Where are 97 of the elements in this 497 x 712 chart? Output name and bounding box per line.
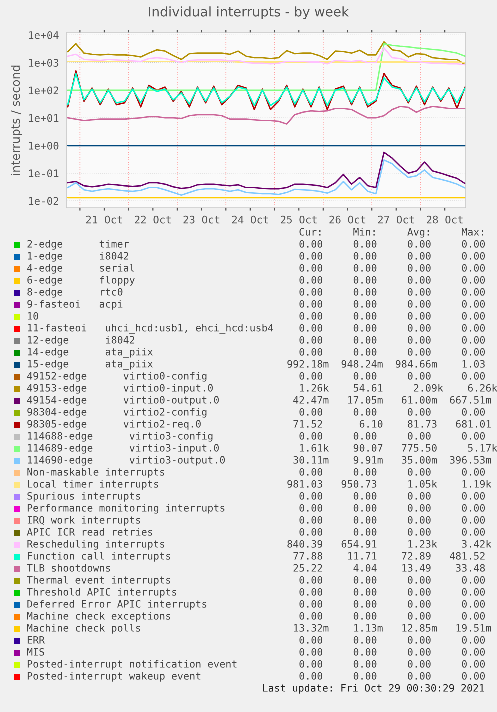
text: 0.00 0.00 0.00 0.00: [300, 516, 486, 524]
legend-label: 1-edge i8042: [28, 252, 128, 262]
text: 77.88 11.71 72.89 481.52: [294, 552, 485, 560]
legend-label: 11-fasteoi uhci_hcd:usb1, ehci_hcd:usb4: [28, 324, 274, 334]
x-tick-label: 21 Oct: [86, 216, 122, 224]
text: Cur: Min: Avg: Max:: [300, 228, 484, 238]
text: 0.00 0.00 0.00 0.00: [300, 348, 486, 356]
text: 0.00 0.00 0.00 0.00: [300, 648, 486, 656]
text: 0.00 0.00 0.00 0.00: [300, 288, 486, 296]
legend-label: Machine check polls: [27, 624, 140, 634]
legend-label: APIC ICR read retries: [27, 528, 152, 536]
legend-label: TLB shootdowns: [27, 564, 110, 572]
legend-label: 4-edge serial: [28, 264, 134, 274]
legend-label: Function call interrupts: [28, 552, 170, 562]
text: 0.00 0.00 0.00 0.00: [300, 408, 486, 416]
text: 42.47m 17.05m 61.00m 667.51m: [294, 396, 492, 404]
text: 13.32m 1.13m 12.85m 19.51m: [294, 624, 492, 632]
text: 0.00 0.00 0.00 0.00: [300, 300, 486, 308]
text: 71.52 6.10 81.73 681.01: [294, 420, 492, 428]
text: 0.00 0.00 0.00 0.00: [300, 528, 486, 536]
text: 0.00 0.00 0.00 0.00: [300, 372, 486, 380]
legend-label: Spurious interrupts: [28, 492, 140, 502]
y-tick-label: 1e+02: [29, 86, 58, 95]
legend-label: ERR: [28, 636, 46, 644]
legend-label: 8-edge rtc0: [28, 288, 123, 298]
y-tick-label: 1e-02: [29, 197, 58, 206]
chart-title: Individual interrupts - by week: [149, 6, 350, 20]
y-tick-label: 1e+00: [29, 142, 59, 150]
text: 0.00 0.00 0.00 0.00: [300, 660, 486, 668]
y-tick-label: 1e+04: [29, 31, 59, 40]
line-series: [67, 152, 466, 190]
text: 0.00 0.00 0.00 0.00: [300, 252, 486, 260]
text: 0.00 0.00 0.00 0.00: [300, 336, 486, 344]
text: 0.00 0.00 0.00 0.00: [300, 468, 486, 476]
text: 0.00 0.00 0.00 0.00: [300, 612, 486, 620]
text: 0.00 0.00 0.00 0.00: [300, 576, 486, 584]
legend-label: 12-edge i8042: [28, 336, 135, 346]
line-series: [67, 43, 466, 92]
legend-label: 9-fasteoi acpi: [28, 300, 123, 310]
line-series: [67, 41, 466, 66]
legend-label: 15-edge ata_piix: [28, 360, 154, 370]
legend-label: 14-edge ata_piix: [28, 348, 154, 358]
text: 0.00 0.00 0.00 0.00: [300, 276, 486, 284]
text: 0.00 0.00 0.00 0.00: [300, 504, 486, 512]
x-tick-label: 27 Oct: [378, 216, 414, 224]
line-series: [67, 160, 466, 196]
legend-label: 98305-edge virtio2-req.0: [28, 420, 201, 430]
text: 0.00 0.00 0.00 0.00: [300, 600, 486, 608]
y-tick-label: 1e+03: [29, 59, 59, 67]
legend-label: 114689-edge virtio3-input.0: [28, 444, 220, 454]
text: 0.00 0.00 0.00 0.00: [300, 264, 486, 272]
legend-label: Rescheduling interrupts: [28, 540, 164, 550]
legend-label: IRQ work interrupts: [28, 516, 140, 526]
legend-label: 114688-edge virtio3-config: [28, 432, 213, 442]
x-tick-label: 24 Oct: [232, 216, 268, 224]
legend-label: Local timer interrupts: [28, 480, 158, 490]
line-series: [67, 47, 466, 66]
text: 840.39 654.91 1.23k 3.42k: [288, 540, 492, 548]
text: 0.00 0.00 0.00 0.00: [300, 672, 486, 680]
y-axis-title: interrupts / second: [11, 66, 22, 176]
y-tick-label: 1e-01: [29, 170, 59, 178]
legend-label: 10: [28, 312, 38, 320]
text: 0.00 0.00 0.00 0.00: [300, 492, 486, 500]
legend-label: MIS: [27, 648, 44, 656]
legend-label: 98304-edge virtio2-config: [28, 408, 207, 418]
legend-label: Deferred Error APIC interrupts: [28, 600, 207, 610]
legend-label: Posted-interrupt notification event: [28, 660, 237, 670]
text: 0.00 0.00 0.00 0.00: [300, 324, 486, 332]
line-series: [67, 106, 466, 125]
text: 0.00 0.00 0.00 0.00: [300, 432, 486, 440]
legend-label: 2-edge timer: [28, 240, 129, 250]
y-tick-label: 1e+01: [29, 114, 59, 122]
legend-label: Performance monitoring interrupts: [28, 504, 225, 514]
legend-label: 49153-edge virtio0-input.0: [28, 384, 213, 394]
legend-label: Threshold APIC interrupts: [27, 588, 177, 598]
text: 0.00 0.00 0.00 0.00: [300, 636, 486, 644]
text: 0.00 0.00 0.00 0.00: [300, 240, 486, 248]
legend-label: 49154-edge virtio0-output.0: [28, 396, 220, 406]
text: Last update: Fri Oct 29 00:30:29 2021: [263, 684, 484, 694]
text: 25.22 4.04 13.49 33.48: [294, 564, 486, 572]
legend-label: Machine check exceptions: [27, 612, 170, 622]
text: 30.11m 9.91m 35.00m 396.53m: [294, 456, 492, 464]
x-tick-label: 28 Oct: [427, 216, 463, 224]
legend-label: 6-edge floppy: [28, 276, 135, 286]
legend-label: Posted-interrupt wakeup event: [28, 672, 201, 682]
text: 0.00 0.00 0.00 0.00: [300, 588, 486, 596]
text: 981.03 950.73 1.05k 1.19k: [288, 480, 492, 488]
legend-label: 114690-edge virtio3-output.0: [28, 456, 226, 466]
x-tick-label: 26 Oct: [330, 216, 366, 224]
text: 992.18m 948.24m 984.66m 1.03: [288, 360, 485, 368]
legend-label: Thermal event interrupts: [27, 576, 170, 586]
x-tick-label: 25 Oct: [281, 216, 317, 224]
text: 0.00 0.00 0.00 0.00: [300, 312, 486, 320]
legend-label: Non-maskable interrupts: [28, 468, 164, 478]
legend-label: 49152-edge virtio0-config: [28, 372, 207, 382]
x-tick-label: 22 Oct: [135, 216, 171, 224]
x-tick-label: 23 Oct: [184, 216, 220, 224]
